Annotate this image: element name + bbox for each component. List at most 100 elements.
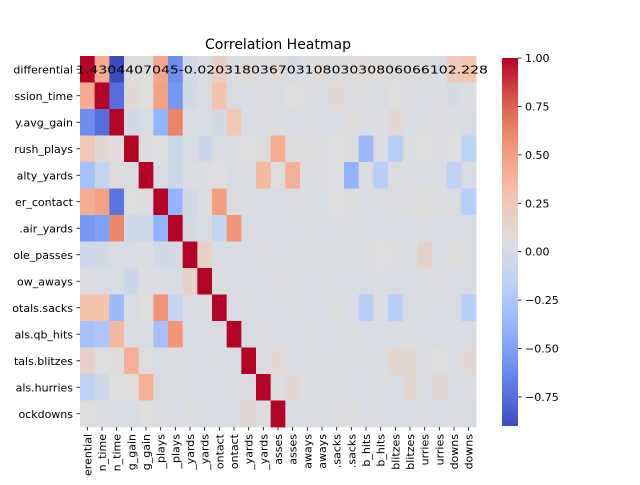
column-tick-label: asses	[272, 434, 285, 465]
heatmap-cell	[344, 241, 360, 269]
heatmap-cell	[344, 374, 360, 401]
heatmap-cell	[402, 374, 418, 401]
row-tick-label: ssion_time	[14, 90, 73, 103]
row-tick-label: y.avg_gain	[15, 116, 73, 129]
heatmap-cell	[358, 294, 374, 322]
heatmap-cell	[373, 82, 389, 110]
heatmap-cell	[241, 374, 257, 401]
heatmap-cell	[182, 400, 198, 428]
heatmap-cell	[138, 162, 154, 189]
colorbar-tick-label: −0.50	[525, 343, 559, 356]
heatmap-cell	[417, 188, 433, 216]
heatmap-cell	[212, 215, 228, 242]
heatmap-cell	[138, 188, 154, 216]
heatmap-cell	[124, 241, 140, 269]
heatmap-cell	[344, 162, 360, 189]
heatmap-cell	[212, 294, 228, 322]
colorbar-tick-label: 0.25	[525, 197, 550, 210]
heatmap-cell	[153, 162, 169, 189]
heatmap-cell	[168, 188, 184, 216]
heatmap-cell	[256, 268, 272, 295]
heatmap-cell	[80, 268, 96, 295]
column-tick-label: n_time	[111, 434, 124, 472]
heatmap-cell	[329, 294, 345, 322]
heatmap-cell	[124, 268, 140, 295]
column-tick-label: blitzes	[389, 434, 402, 470]
heatmap-cell	[432, 56, 448, 83]
heatmap-cell	[314, 374, 330, 401]
column-tick-label: blitzes	[404, 434, 417, 470]
heatmap-cell	[80, 400, 96, 428]
heatmap-cell	[168, 321, 184, 348]
heatmap-cell	[446, 82, 462, 110]
heatmap-cell	[109, 294, 125, 322]
heatmap-cell	[212, 347, 228, 375]
heatmap-cell	[168, 294, 184, 322]
row-tick-label: als.hurries	[16, 381, 74, 394]
column-tick-label: b_hits	[360, 434, 373, 467]
heatmap-cell	[226, 162, 242, 189]
heatmap-cell	[270, 374, 286, 401]
heatmap-cell	[109, 215, 125, 242]
heatmap-cell	[373, 215, 389, 242]
heatmap-cell	[300, 215, 316, 242]
heatmap-cell	[124, 321, 140, 348]
heatmap-cell	[344, 109, 360, 136]
heatmap-cell	[226, 294, 242, 322]
heatmap-cell	[285, 321, 301, 348]
heatmap-cell	[153, 215, 169, 242]
heatmap-cell	[197, 56, 213, 83]
heatmap-cell	[314, 109, 330, 136]
heatmap-cell	[168, 162, 184, 189]
colorbar-tick-label: 0.50	[525, 149, 550, 162]
heatmap-cell	[168, 82, 184, 110]
heatmap-cell	[212, 162, 228, 189]
heatmap-cell	[270, 294, 286, 322]
heatmap-cell	[446, 374, 462, 401]
heatmap-cell	[388, 268, 404, 295]
heatmap-cell	[300, 109, 316, 136]
heatmap-cell	[270, 347, 286, 375]
heatmap-cell	[270, 82, 286, 110]
heatmap-cell	[461, 135, 477, 163]
heatmap-cell	[212, 400, 228, 428]
column-tick-label: _plays	[169, 434, 182, 470]
heatmap-cell	[153, 321, 169, 348]
heatmap-cell	[80, 109, 96, 136]
heatmap-cell	[432, 82, 448, 110]
heatmap-cell	[358, 82, 374, 110]
heatmap-cell	[446, 215, 462, 242]
heatmap-cell	[212, 188, 228, 216]
heatmap-cell	[256, 162, 272, 189]
heatmap-cell	[417, 400, 433, 428]
heatmap-cell	[109, 135, 125, 163]
heatmap-cell	[226, 135, 242, 163]
heatmap-cell	[388, 400, 404, 428]
heatmap-cell	[80, 347, 96, 375]
heatmap-cell	[388, 215, 404, 242]
heatmap-cell	[168, 215, 184, 242]
heatmap-cell	[373, 56, 389, 83]
heatmap-cell	[138, 321, 154, 348]
heatmap-cell	[226, 241, 242, 269]
heatmap-cell	[329, 162, 345, 189]
heatmap-cell	[138, 109, 154, 136]
heatmap-cell	[446, 56, 462, 83]
heatmap-cell	[182, 82, 198, 110]
heatmap-cell	[197, 162, 213, 189]
heatmap-cell	[168, 135, 184, 163]
heatmap-cell	[461, 294, 477, 322]
heatmap-cell	[94, 321, 110, 348]
heatmap-cell	[314, 321, 330, 348]
heatmap-cell	[197, 188, 213, 216]
heatmap-cell	[432, 268, 448, 295]
heatmap-cell	[168, 56, 184, 83]
row-tick-label: rush_plays	[14, 143, 73, 156]
heatmap-cell	[300, 188, 316, 216]
heatmap-cell	[182, 188, 198, 216]
heatmap-cell	[446, 241, 462, 269]
heatmap-cell	[314, 82, 330, 110]
heatmap-cell	[402, 215, 418, 242]
heatmap-cell	[285, 400, 301, 428]
column-tick-label: .sacks	[331, 434, 344, 468]
